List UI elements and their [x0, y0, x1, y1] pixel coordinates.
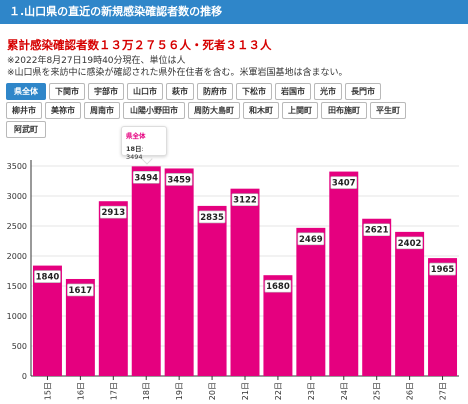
city-filter-button[interactable]: 柳井市: [6, 102, 42, 119]
data-label: 1680: [266, 282, 290, 292]
city-filter-button[interactable]: 山陽小野田市: [123, 102, 185, 119]
data-label-box: [231, 193, 259, 206]
bar: [164, 168, 194, 376]
data-label-box: [132, 171, 160, 184]
city-filter-button[interactable]: 下関市: [49, 83, 85, 100]
data-label-box: [297, 232, 325, 246]
bar: [395, 231, 425, 376]
data-label-box: [330, 176, 358, 189]
bar: [428, 258, 458, 376]
city-filter-row-2: 柳井市 美祢市 周南市 山陽小野田市 周防大島町 和木町 上関町 田布施町 平生町: [6, 102, 406, 119]
y-tick-label: 1500: [7, 282, 27, 291]
city-filter-button[interactable]: 光市: [314, 83, 342, 100]
city-filter-button[interactable]: 周南市: [84, 102, 120, 119]
data-label-box: [264, 279, 292, 293]
x-tick-label: 15日: [43, 382, 52, 400]
city-filter-button[interactable]: 上関町: [282, 102, 318, 119]
data-label: 2913: [101, 208, 125, 218]
x-tick-label: 21日: [241, 382, 250, 400]
scope-note: ※山口県を来訪中に感染が確認された県外在住者を含む。米軍岩国基地は含まない。: [7, 68, 348, 78]
data-label: 2402: [398, 239, 422, 249]
bar: [296, 227, 326, 376]
x-tick-label: 25日: [373, 382, 382, 400]
data-label-box: [429, 262, 456, 276]
city-filter-button[interactable]: 岩国市: [275, 83, 311, 100]
bar: [329, 171, 359, 376]
data-label: 2621: [365, 226, 389, 236]
y-tick-label: 3500: [7, 162, 27, 171]
data-label-box: [396, 236, 423, 250]
city-filter-button[interactable]: 田布施町: [321, 102, 367, 119]
data-label: 3122: [233, 196, 257, 206]
update-note: ※2022年8月27日19時40分現在、単位は人: [7, 56, 186, 66]
data-label-box: [363, 223, 390, 237]
x-tick-label: 18日: [142, 382, 151, 400]
bar: [230, 188, 260, 376]
tooltip-value-line: 18日: 3494: [126, 145, 144, 161]
data-label-box: [165, 173, 193, 186]
data-label: 3494: [134, 173, 158, 183]
bar: [32, 265, 62, 376]
data-label: 1965: [431, 265, 455, 275]
city-filter-button[interactable]: 県全体: [6, 83, 46, 100]
tooltip-label: 18日: [126, 145, 142, 153]
data-label: 2469: [299, 235, 323, 245]
bar: [98, 201, 128, 376]
data-label-box: [34, 270, 61, 283]
city-filter-button[interactable]: 山口市: [127, 83, 163, 100]
x-tick-label: 16日: [76, 382, 85, 400]
tooltip-title: 県全体: [126, 132, 146, 140]
city-filter-button[interactable]: 長門市: [345, 83, 381, 100]
city-filter-row-3: 阿武町: [6, 121, 46, 138]
bar: [197, 205, 227, 376]
city-filter-button[interactable]: 萩市: [166, 83, 194, 100]
city-filter-button[interactable]: 防府市: [197, 83, 233, 100]
city-filter-row-1: 県全体 下関市 宇部市 山口市 萩市 防府市 下松市 岩国市 光市 長門市: [6, 83, 381, 100]
tooltip-value: 3494: [126, 153, 143, 161]
data-label: 1840: [36, 273, 60, 283]
x-tick-label: 27日: [439, 382, 448, 400]
city-filter-button[interactable]: 宇部市: [88, 83, 124, 100]
data-label: 2835: [200, 213, 224, 223]
city-filter-button[interactable]: 平生町: [370, 102, 406, 119]
x-tick-label: 20日: [208, 382, 217, 400]
bar: [131, 166, 161, 376]
city-filter-button[interactable]: 阿武町: [6, 121, 46, 138]
cumulative-summary: 累計感染確認者数１３万２７５６人・死者３１３人: [7, 38, 272, 52]
city-filter-button[interactable]: 周防大島町: [188, 102, 240, 119]
data-label: 1617: [69, 286, 93, 296]
x-tick-label: 24日: [340, 382, 349, 400]
y-tick-label: 500: [12, 342, 27, 351]
city-filter-button[interactable]: 美祢市: [45, 102, 81, 119]
city-filter-button[interactable]: 下松市: [236, 83, 272, 100]
city-filter-button[interactable]: 和木町: [243, 102, 279, 119]
x-tick-label: 26日: [406, 382, 415, 400]
data-label-box: [67, 283, 94, 297]
y-tick-label: 3000: [7, 192, 27, 201]
data-label-box: [198, 210, 226, 224]
y-tick-label: 0: [22, 372, 27, 381]
x-tick-label: 22日: [274, 382, 283, 400]
y-tick-label: 2000: [7, 252, 27, 261]
y-tick-label: 1000: [7, 312, 27, 321]
x-tick-label: 19日: [175, 382, 184, 400]
section-header: １.山口県の直近の新規感染確認者数の推移: [0, 0, 468, 24]
y-tick-label: 2500: [7, 222, 27, 231]
chart-tooltip: 県全体 18日: 3494: [121, 126, 167, 161]
data-label: 3459: [167, 175, 191, 185]
data-label: 3407: [332, 179, 356, 189]
data-label-box: [100, 205, 127, 219]
x-tick-label: 23日: [307, 382, 316, 400]
x-tick-label: 17日: [109, 382, 118, 400]
bar: [362, 218, 392, 376]
